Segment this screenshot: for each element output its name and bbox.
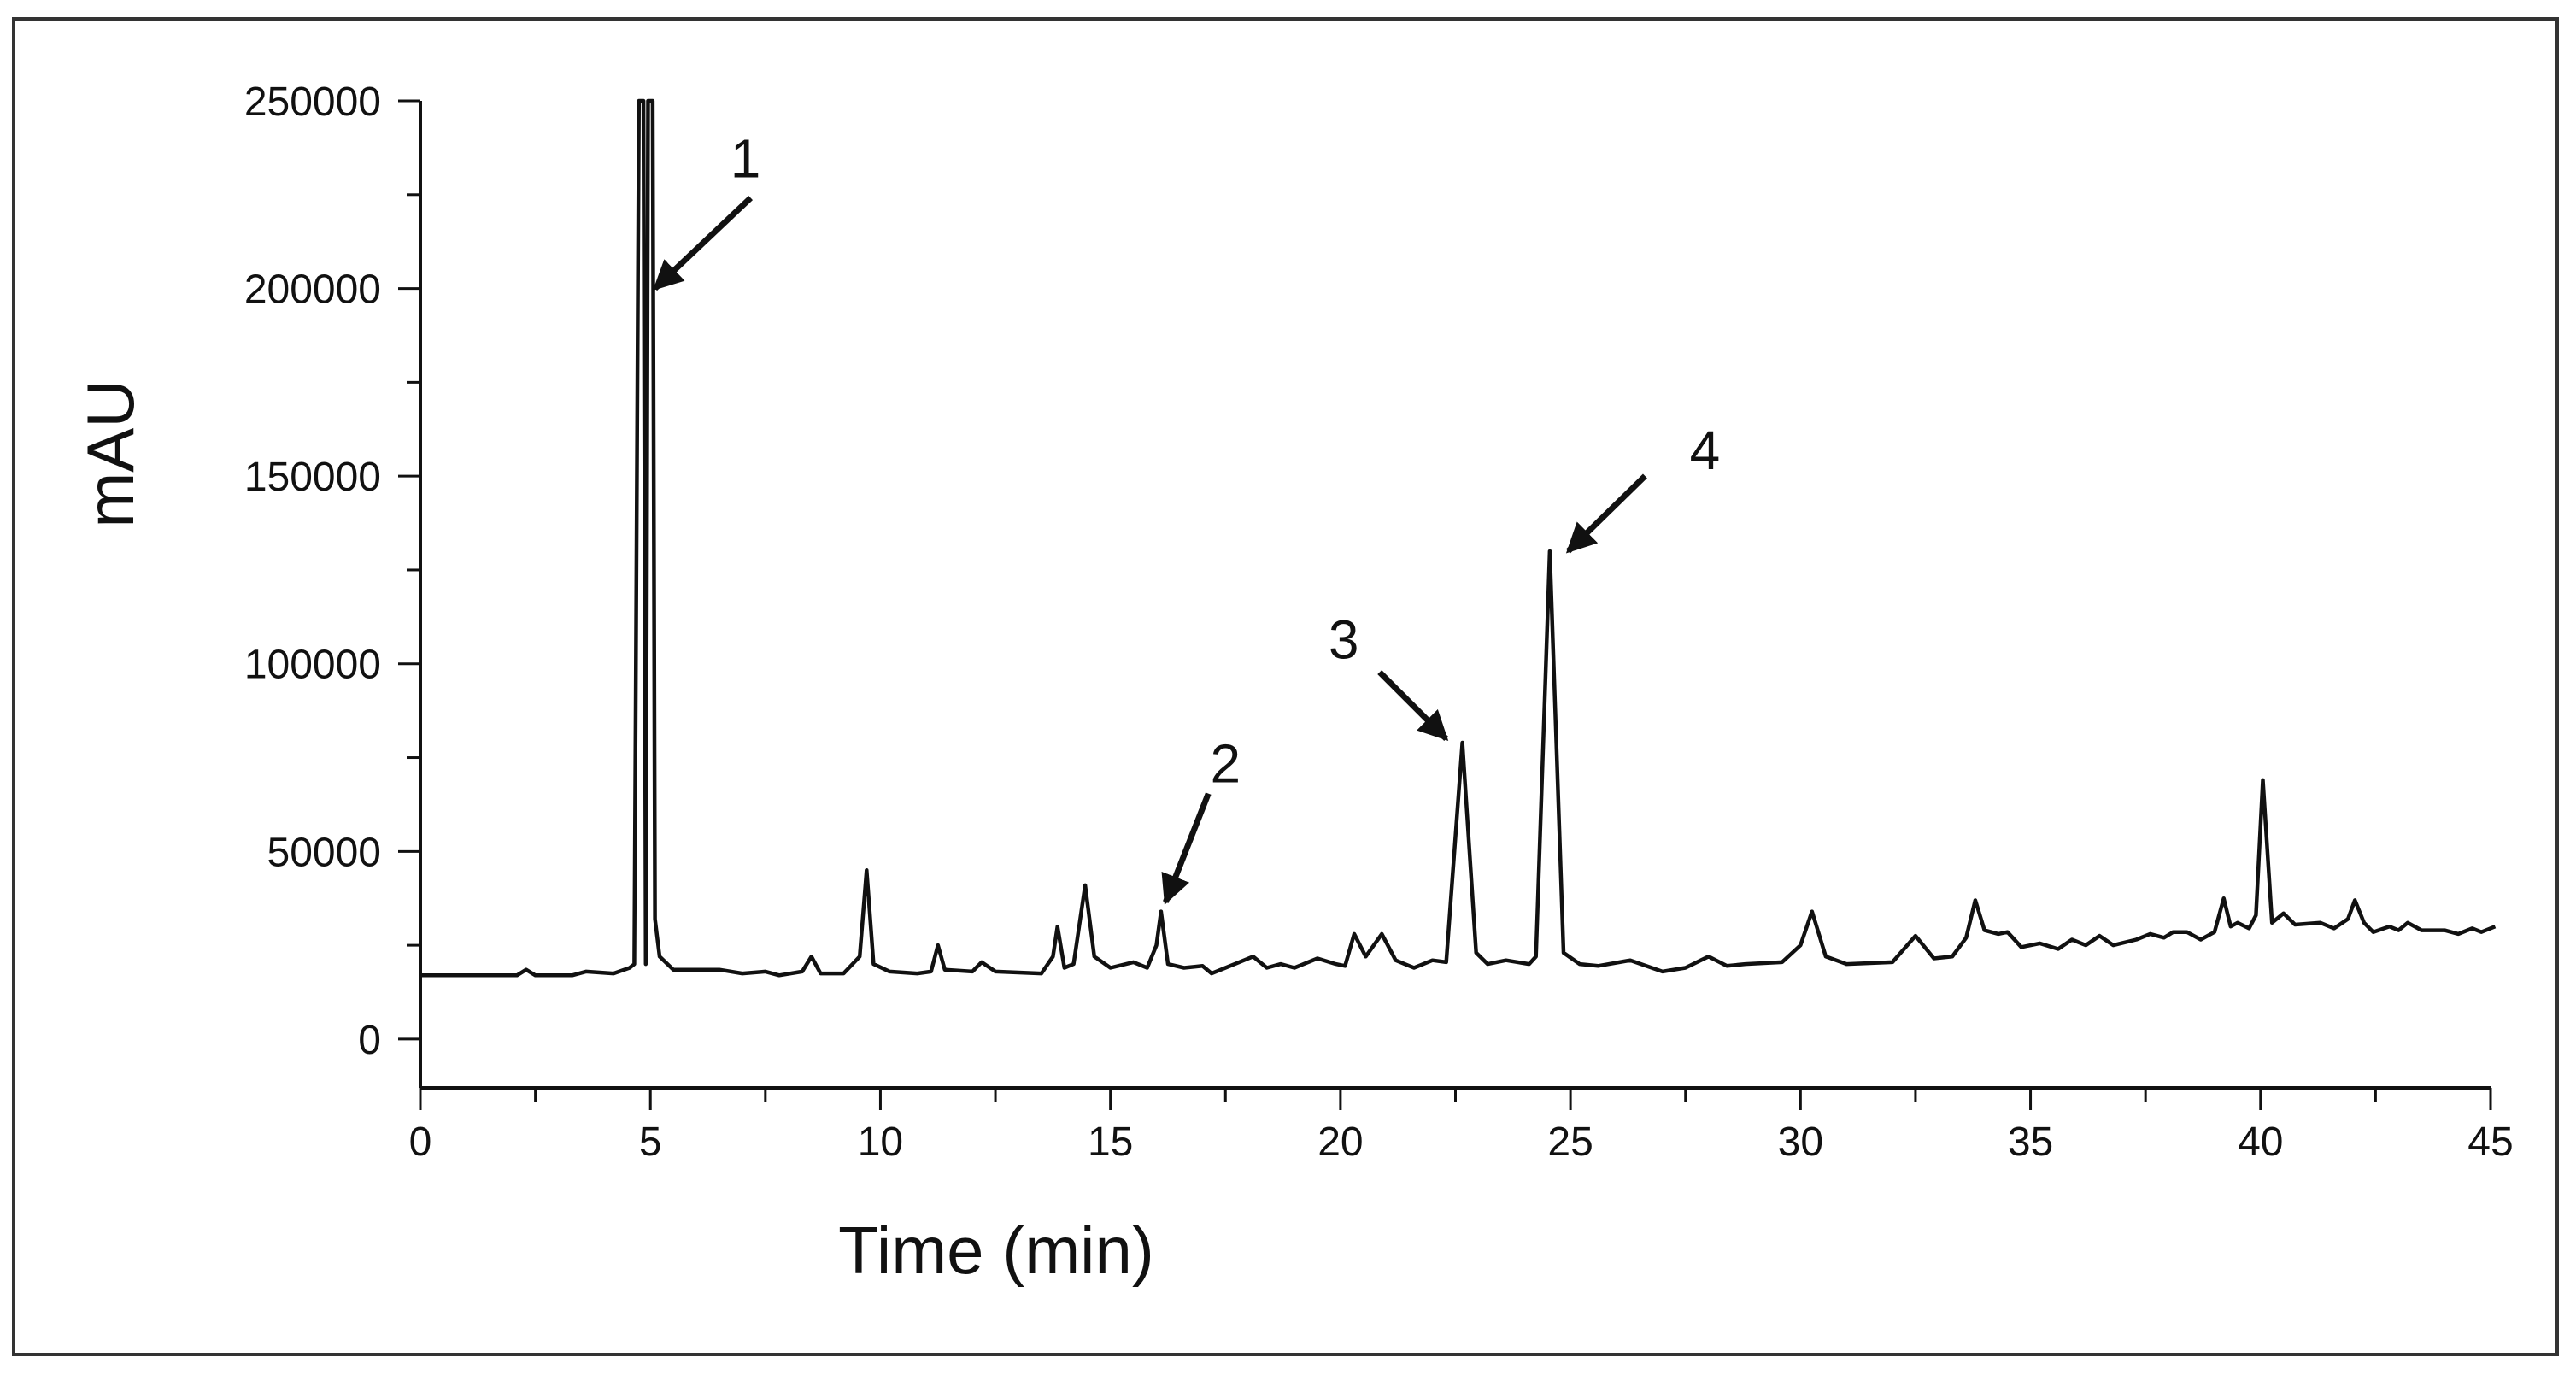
peak-label: 3: [1329, 609, 1359, 671]
x-tick-label: 10: [858, 1119, 903, 1165]
y-axis-label: mAU: [73, 379, 148, 527]
x-axis-label: Time (min): [838, 1213, 1154, 1288]
chromatogram-chart: 0 5 10 15 20 25 30 35 40 45 0 50000 100000 150000 2000…: [73, 79, 2514, 1288]
peak-arrow: [1377, 670, 1449, 742]
y-tick-label: 50000: [267, 830, 381, 875]
peak-label: 4: [1690, 420, 1721, 481]
peak-label: 2: [1210, 733, 1241, 795]
x-tick-label: 30: [1778, 1119, 1823, 1165]
peak-arrow: [653, 196, 754, 291]
chromatogram-trace: [420, 98, 2497, 978]
y-tick-label: 150000: [244, 455, 381, 500]
x-tick-label: 35: [2008, 1119, 2053, 1165]
annotations: 1 2 3 4: [653, 128, 1721, 905]
series-layer: [420, 98, 2497, 978]
x-tick-label: 20: [1317, 1119, 1363, 1165]
peak-arrow: [1161, 792, 1212, 905]
y-tick-label: 250000: [244, 79, 381, 125]
x-tick-label: 40: [2238, 1119, 2283, 1165]
peak-label: 1: [731, 128, 761, 190]
y-tick-label: 200000: [244, 267, 381, 313]
peak-arrow: [1565, 473, 1647, 554]
x-tick-label: 45: [2467, 1119, 2513, 1165]
x-tick-label: 0: [409, 1119, 432, 1165]
x-tick-label: 15: [1088, 1119, 1133, 1165]
x-tick-label: 25: [1547, 1119, 1593, 1165]
y-tick-label: 0: [358, 1018, 381, 1063]
x-tick-label: 5: [639, 1119, 662, 1165]
figure-frame: 0 5 10 15 20 25 30 35 40 45 0 50000 100000 150000 2000…: [12, 17, 2559, 1356]
y-tick-label: 100000: [244, 643, 381, 688]
axes: 0 5 10 15 20 25 30 35 40 45 0 50000 100000 150000 2000…: [244, 79, 2514, 1165]
